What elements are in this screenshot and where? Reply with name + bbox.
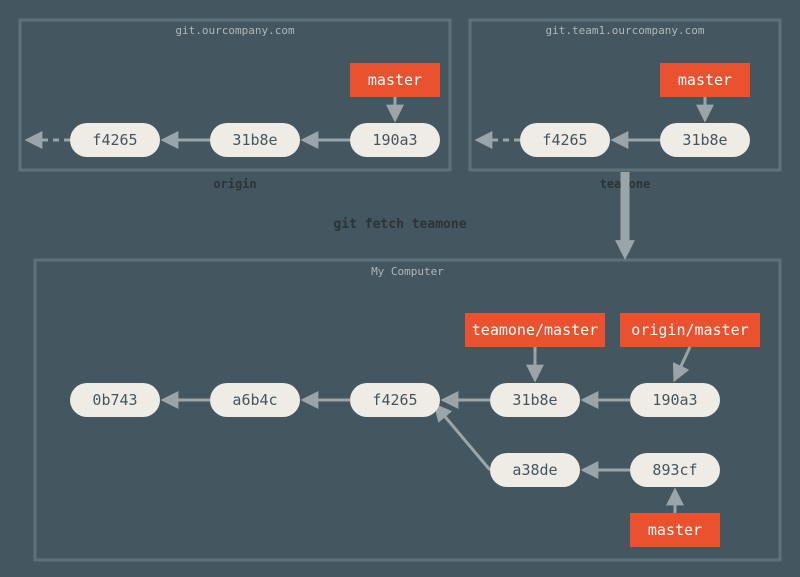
- commit-label-l_31b8e: 31b8e: [512, 391, 557, 409]
- commit-label-l_893cf: 893cf: [652, 461, 697, 479]
- ref-arrow-origin_master: [675, 347, 690, 379]
- edge-l_a38de-l_f4265: [436, 406, 490, 470]
- ref-label-teamone_master: teamone/master: [472, 321, 598, 339]
- commit-label-o_f4265: f4265: [92, 131, 137, 149]
- box-title-teamone: git.team1.ourcompany.com: [546, 24, 705, 37]
- box-title-origin: git.ourcompany.com: [175, 24, 295, 37]
- box-subtitle-origin: origin: [213, 177, 256, 191]
- commit-label-o_190a3: 190a3: [372, 131, 417, 149]
- commit-label-l_f4265: f4265: [372, 391, 417, 409]
- ref-label-t_master: master: [678, 71, 732, 89]
- fetch-command: git fetch teamone: [333, 217, 466, 232]
- commit-label-l_a6b4c: a6b4c: [232, 391, 277, 409]
- ref-label-origin_master: origin/master: [631, 321, 748, 339]
- ref-label-local_master: master: [648, 521, 702, 539]
- commit-label-t_31b8e: 31b8e: [682, 131, 727, 149]
- git-remote-diagram: git.ourcompany.com origin git.team1.ourcom…: [0, 0, 800, 577]
- commit-label-o_31b8e: 31b8e: [232, 131, 277, 149]
- commit-label-l_0b743: 0b743: [92, 391, 137, 409]
- commit-label-t_f4265: f4265: [542, 131, 587, 149]
- box-title-local: My Computer: [371, 265, 444, 278]
- ref-label-o_master: master: [368, 71, 422, 89]
- commit-label-l_a38de: a38de: [512, 461, 557, 479]
- commit-label-l_190a3: 190a3: [652, 391, 697, 409]
